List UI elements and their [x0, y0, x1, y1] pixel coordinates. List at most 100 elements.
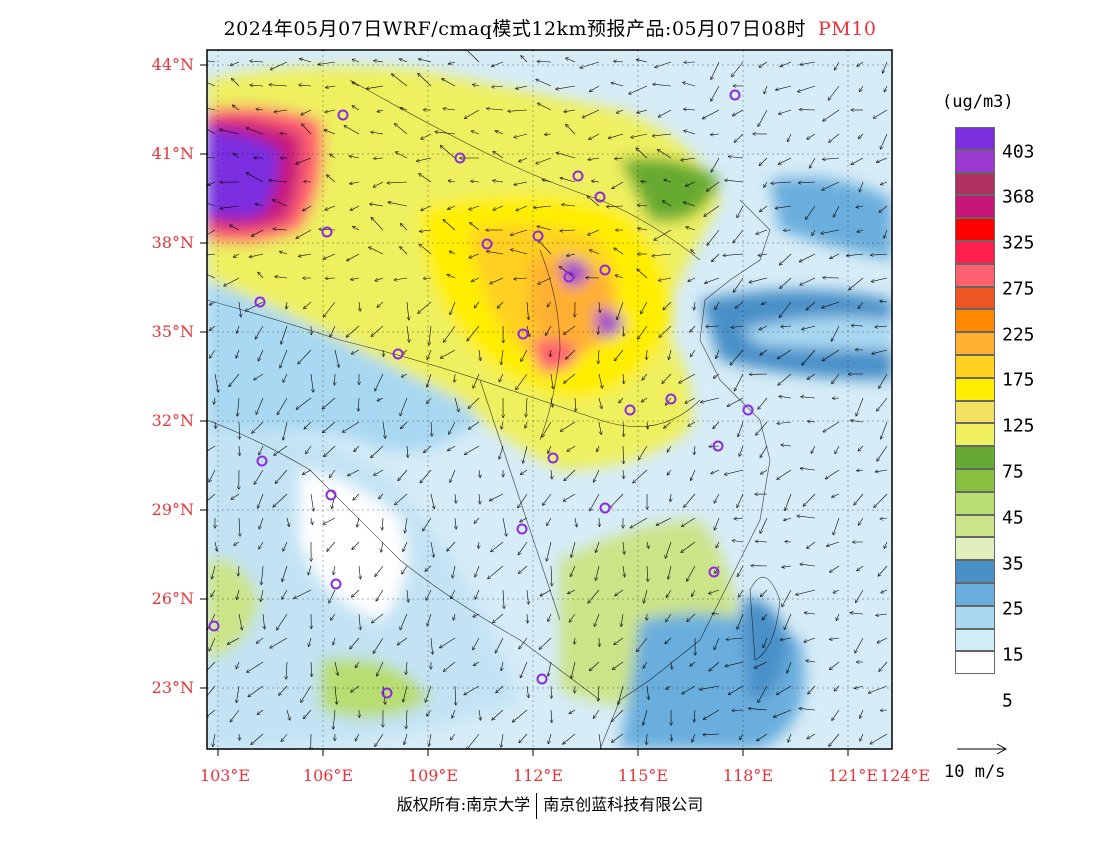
wind-arrow	[551, 469, 552, 479]
wind-arrow	[590, 250, 600, 255]
wind-arrow	[832, 373, 840, 384]
wind-arrow	[874, 109, 888, 118]
legend-swatch	[955, 468, 995, 492]
wind-arrow	[547, 301, 552, 307]
wind-arrow	[704, 205, 720, 216]
wind-arrow	[733, 229, 744, 243]
wind-arrow	[452, 565, 456, 578]
legend-swatch	[955, 423, 995, 447]
wind-arrow	[255, 325, 264, 339]
wind-arrow	[687, 565, 696, 581]
wind-arrow	[379, 493, 384, 499]
wind-arrow	[281, 733, 288, 742]
wind-arrow	[758, 109, 768, 126]
wind-arrow	[796, 589, 816, 595]
wind-arrow	[647, 565, 648, 581]
wind-arrow	[655, 61, 672, 67]
wind-arrow	[671, 733, 672, 741]
wind-arrow	[427, 373, 432, 387]
wind-arrow	[467, 733, 480, 749]
wind-arrow	[444, 325, 456, 342]
wind-arrow	[666, 589, 672, 597]
wind-arrow	[758, 397, 768, 409]
wind-arrow	[681, 541, 696, 552]
legend-swatch	[955, 377, 995, 401]
legend-swatch	[955, 491, 995, 515]
wind-arrow	[612, 709, 624, 721]
wind-arrow	[444, 661, 456, 671]
wind-arrow	[665, 541, 672, 558]
wind-arrow	[670, 493, 671, 502]
wind-arrow	[739, 445, 744, 456]
wind-arrow	[487, 251, 504, 255]
wind-arrow	[550, 373, 553, 389]
wind-arrow	[371, 132, 384, 135]
wind-arrow	[210, 349, 216, 358]
wind-arrow	[637, 269, 648, 279]
lon-label: 115°E	[617, 766, 669, 785]
wind-arrow	[822, 301, 840, 308]
wind-arrow	[762, 302, 768, 304]
wind-key-label: 10 m/s	[944, 762, 1006, 782]
wind-arrow	[566, 349, 576, 359]
wind-arrow	[856, 397, 864, 416]
wind-arrow	[400, 224, 408, 231]
lon-label: 109°E	[407, 766, 459, 785]
wind-arrow	[335, 373, 336, 385]
wind-arrow	[857, 61, 864, 66]
wind-arrow	[230, 225, 240, 231]
wind-arrow	[333, 709, 336, 729]
wind-arrow	[309, 637, 312, 646]
wind-arrow	[469, 205, 480, 210]
wind-arrow	[353, 493, 360, 500]
wind-arrow	[255, 204, 264, 207]
lat-label: 35°N	[151, 322, 194, 341]
wind-arrow	[776, 85, 792, 90]
wind-arrow	[877, 637, 888, 643]
wind-arrow	[709, 661, 720, 671]
wind-arrow	[732, 61, 744, 77]
wind-arrow	[250, 85, 264, 86]
wind-arrow	[879, 373, 888, 388]
wind-arrow	[232, 79, 240, 87]
wind-arrow	[333, 637, 335, 645]
wind-arrow	[349, 156, 360, 158]
wind-arrow	[763, 637, 768, 648]
wind-arrow	[760, 349, 768, 355]
wind-arrow	[781, 326, 792, 327]
wind-arrow	[615, 275, 624, 279]
wind-arrow	[239, 517, 240, 536]
wind-arrow	[879, 661, 888, 671]
wind-arrow	[252, 229, 264, 236]
wind-arrow	[803, 493, 816, 506]
wind-arrow	[761, 589, 768, 597]
wind-arrow	[300, 59, 312, 63]
wind-arrow	[784, 613, 792, 630]
wind-arrow	[469, 253, 480, 258]
wind-arrow	[537, 61, 552, 62]
wind-arrow	[514, 181, 528, 185]
wind-arrow	[735, 301, 744, 308]
wind-arrow	[659, 325, 672, 337]
legend-swatch	[955, 446, 995, 469]
wind-arrow	[377, 661, 384, 676]
wind-arrow	[208, 181, 216, 185]
wind-arrow	[398, 469, 408, 481]
wind-arrow	[860, 709, 864, 718]
wind-arrow	[617, 109, 624, 113]
wind-arrow	[274, 445, 288, 455]
legend-swatch	[955, 263, 995, 287]
wind-arrow	[479, 493, 480, 504]
wind-arrow	[802, 325, 816, 329]
wind-arrow	[213, 733, 216, 746]
wind-arrow	[703, 109, 720, 119]
wind-arrow	[727, 397, 744, 406]
legend-swatch	[955, 400, 995, 424]
wind-arrow	[296, 229, 312, 238]
wind-arrow	[682, 517, 696, 526]
wind-arrow	[806, 205, 816, 219]
wind-arrow	[273, 493, 288, 507]
legend-level: 15	[1002, 644, 1024, 666]
wind-arrow	[877, 445, 888, 461]
wind-arrow	[570, 565, 576, 577]
